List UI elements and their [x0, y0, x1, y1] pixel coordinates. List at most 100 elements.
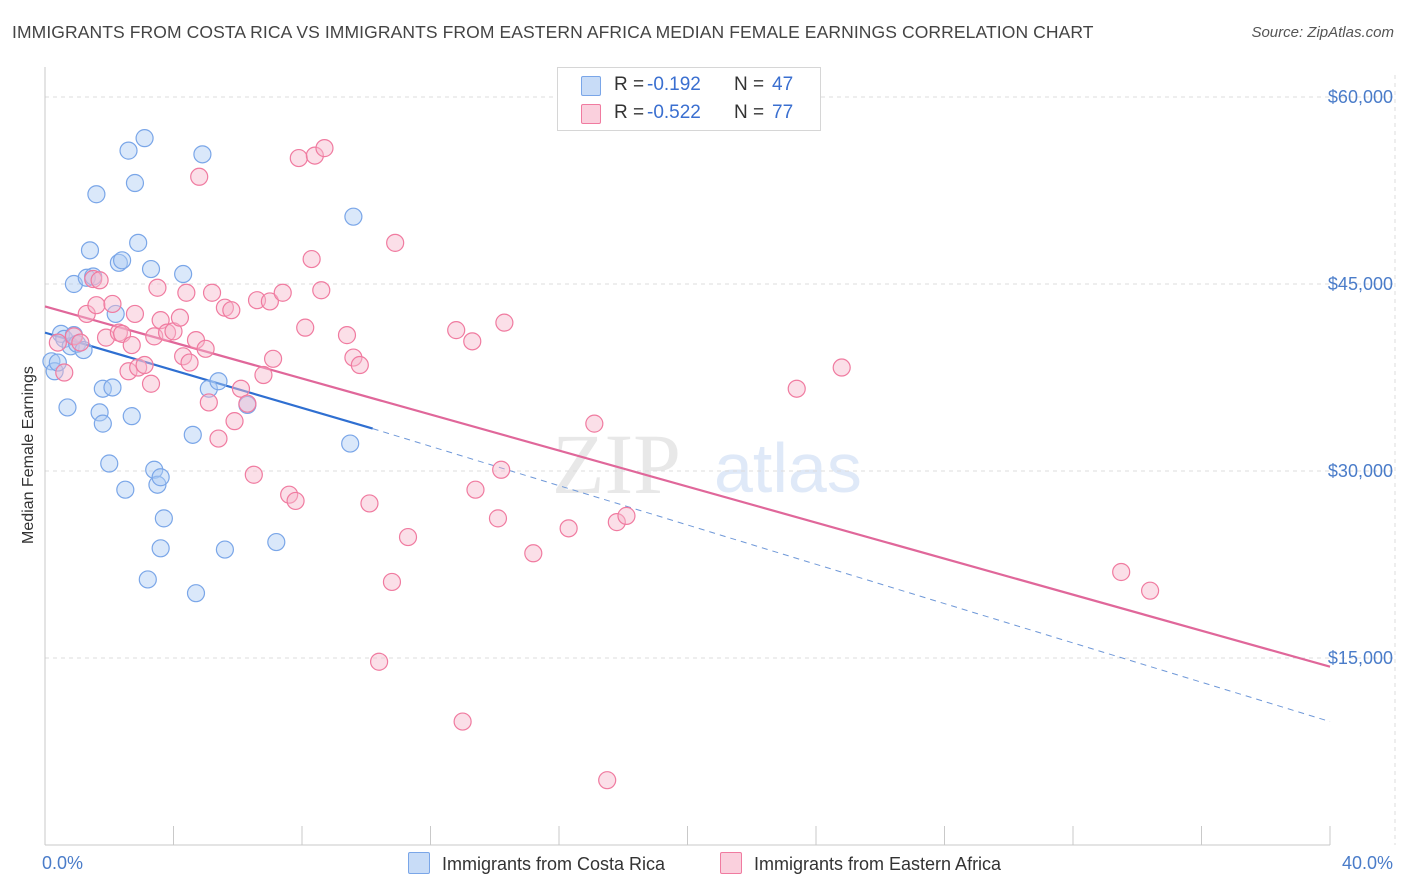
eastern-africa-point	[148, 278, 167, 297]
eastern-africa-point	[190, 167, 209, 186]
legend-r-value: -0.522	[647, 102, 701, 123]
eastern-africa-point	[170, 308, 190, 327]
eastern-africa-point	[141, 374, 161, 393]
eastern-africa-point	[447, 321, 466, 340]
eastern-africa-point	[84, 269, 103, 289]
eastern-africa-point	[495, 313, 514, 332]
legend-n-label: N =	[734, 102, 765, 123]
legend-r-label: R =	[614, 102, 645, 123]
eastern-africa-point	[1140, 581, 1160, 600]
costa-rica-point	[151, 468, 170, 487]
costa-rica-point	[215, 540, 234, 559]
legend-swatch-costa-rica	[581, 76, 601, 96]
costa-rica-point	[145, 460, 164, 479]
eastern-africa-point	[488, 509, 508, 528]
eastern-africa-point	[607, 513, 626, 532]
eastern-africa-point	[135, 355, 154, 375]
eastern-africa-point	[305, 146, 324, 165]
eastern-africa-point	[87, 296, 106, 315]
eastern-africa-point	[222, 301, 241, 320]
costa-rica-point	[93, 379, 112, 398]
eastern-africa-point	[260, 292, 279, 311]
eastern-africa-point	[196, 339, 215, 358]
eastern-africa-point	[344, 348, 363, 367]
eastern-africa-point	[598, 771, 617, 790]
costa-rica-point	[93, 414, 112, 433]
eastern-africa-point	[832, 358, 851, 377]
costa-rica-point	[141, 259, 161, 279]
eastern-africa-point	[119, 362, 138, 381]
y-tick-label: $15,000	[1328, 648, 1393, 668]
costa-rica-point	[135, 129, 154, 148]
eastern-africa-point	[225, 412, 244, 431]
costa-rica-point	[80, 241, 100, 260]
correlation-legend: R = -0.192 N = 47 R = -0.522 N = 77	[557, 67, 821, 131]
eastern-africa-point	[302, 249, 321, 269]
eastern-africa-point	[524, 544, 543, 563]
eastern-africa-point	[315, 139, 334, 158]
legend-swatch-eastern-africa	[581, 104, 601, 124]
costa-rica-point	[154, 509, 173, 528]
eastern-africa-point	[177, 283, 196, 302]
eastern-africa-point	[453, 712, 472, 731]
costa-rica-point	[151, 539, 170, 558]
costa-rica-point	[48, 353, 67, 372]
legend-r-label: R =	[614, 74, 645, 95]
costa-rica-point	[87, 185, 106, 204]
watermark: ZIP atlas	[552, 416, 862, 512]
y-tick-label: $60,000	[1328, 87, 1393, 107]
series-legend-eastern-africa: Immigrants from Eastern Africa	[720, 852, 1001, 875]
eastern-africa-point	[199, 393, 218, 412]
y-tick-label: $45,000	[1328, 274, 1393, 294]
eastern-africa-point	[370, 652, 389, 671]
eastern-africa-point	[202, 283, 222, 302]
eastern-africa-point	[312, 281, 331, 300]
eastern-africa-point	[157, 323, 177, 342]
eastern-africa-point	[289, 148, 308, 168]
series-swatch-costa-rica	[408, 852, 430, 874]
costa-rica-point	[183, 425, 202, 444]
eastern-africa-point	[617, 506, 636, 525]
costa-rica-point	[129, 233, 148, 252]
costa-rica-point	[267, 532, 286, 552]
eastern-africa-point	[296, 318, 315, 337]
costa-rica-point	[344, 207, 363, 226]
legend-n-value: 77	[772, 102, 794, 123]
eastern-africa-point	[180, 353, 199, 372]
costa-rica-point	[42, 352, 61, 371]
eastern-africa-point	[463, 332, 482, 351]
costa-rica-point	[119, 141, 138, 160]
series-name-eastern-africa: Immigrants from Eastern Africa	[754, 854, 1002, 874]
costa-rica-point	[100, 454, 119, 473]
legend-r-value: -0.192	[647, 74, 701, 95]
costa-rica-point	[174, 264, 193, 284]
eastern-africa-point	[787, 379, 806, 398]
costa-rica-point	[186, 584, 206, 603]
costa-rica-point	[199, 379, 218, 398]
eastern-africa-point	[244, 465, 263, 484]
eastern-africa-point	[122, 335, 141, 355]
eastern-africa-point	[90, 271, 109, 290]
source-credit: Source: ZipAtlas.com	[1251, 24, 1394, 41]
eastern-africa-point	[254, 365, 273, 385]
costa-rica-point	[122, 407, 141, 426]
costa-rica-point	[103, 378, 122, 397]
eastern-africa-point	[492, 460, 511, 479]
eastern-africa-point	[273, 283, 292, 302]
axes	[44, 67, 1331, 846]
eastern-africa-point	[466, 480, 485, 499]
eastern-africa-point	[360, 494, 379, 513]
eastern-africa-point	[386, 233, 405, 252]
costa-rica-point	[112, 251, 132, 270]
eastern-africa-point	[231, 379, 251, 398]
trend-lines	[44, 305, 1331, 723]
tick-labels: $15,000 $30,000 $45,000 $60,000 0.0% 40.0%	[42, 87, 1393, 873]
x-tick-label: 0.0%	[42, 853, 83, 873]
legend-n-label: N =	[734, 74, 765, 95]
eastern-africa-point	[1112, 562, 1131, 582]
costa-rica-point	[125, 173, 145, 193]
costa-rica-point	[90, 403, 109, 422]
eastern-africa-point	[55, 363, 74, 382]
costa-rica-point	[58, 398, 77, 417]
